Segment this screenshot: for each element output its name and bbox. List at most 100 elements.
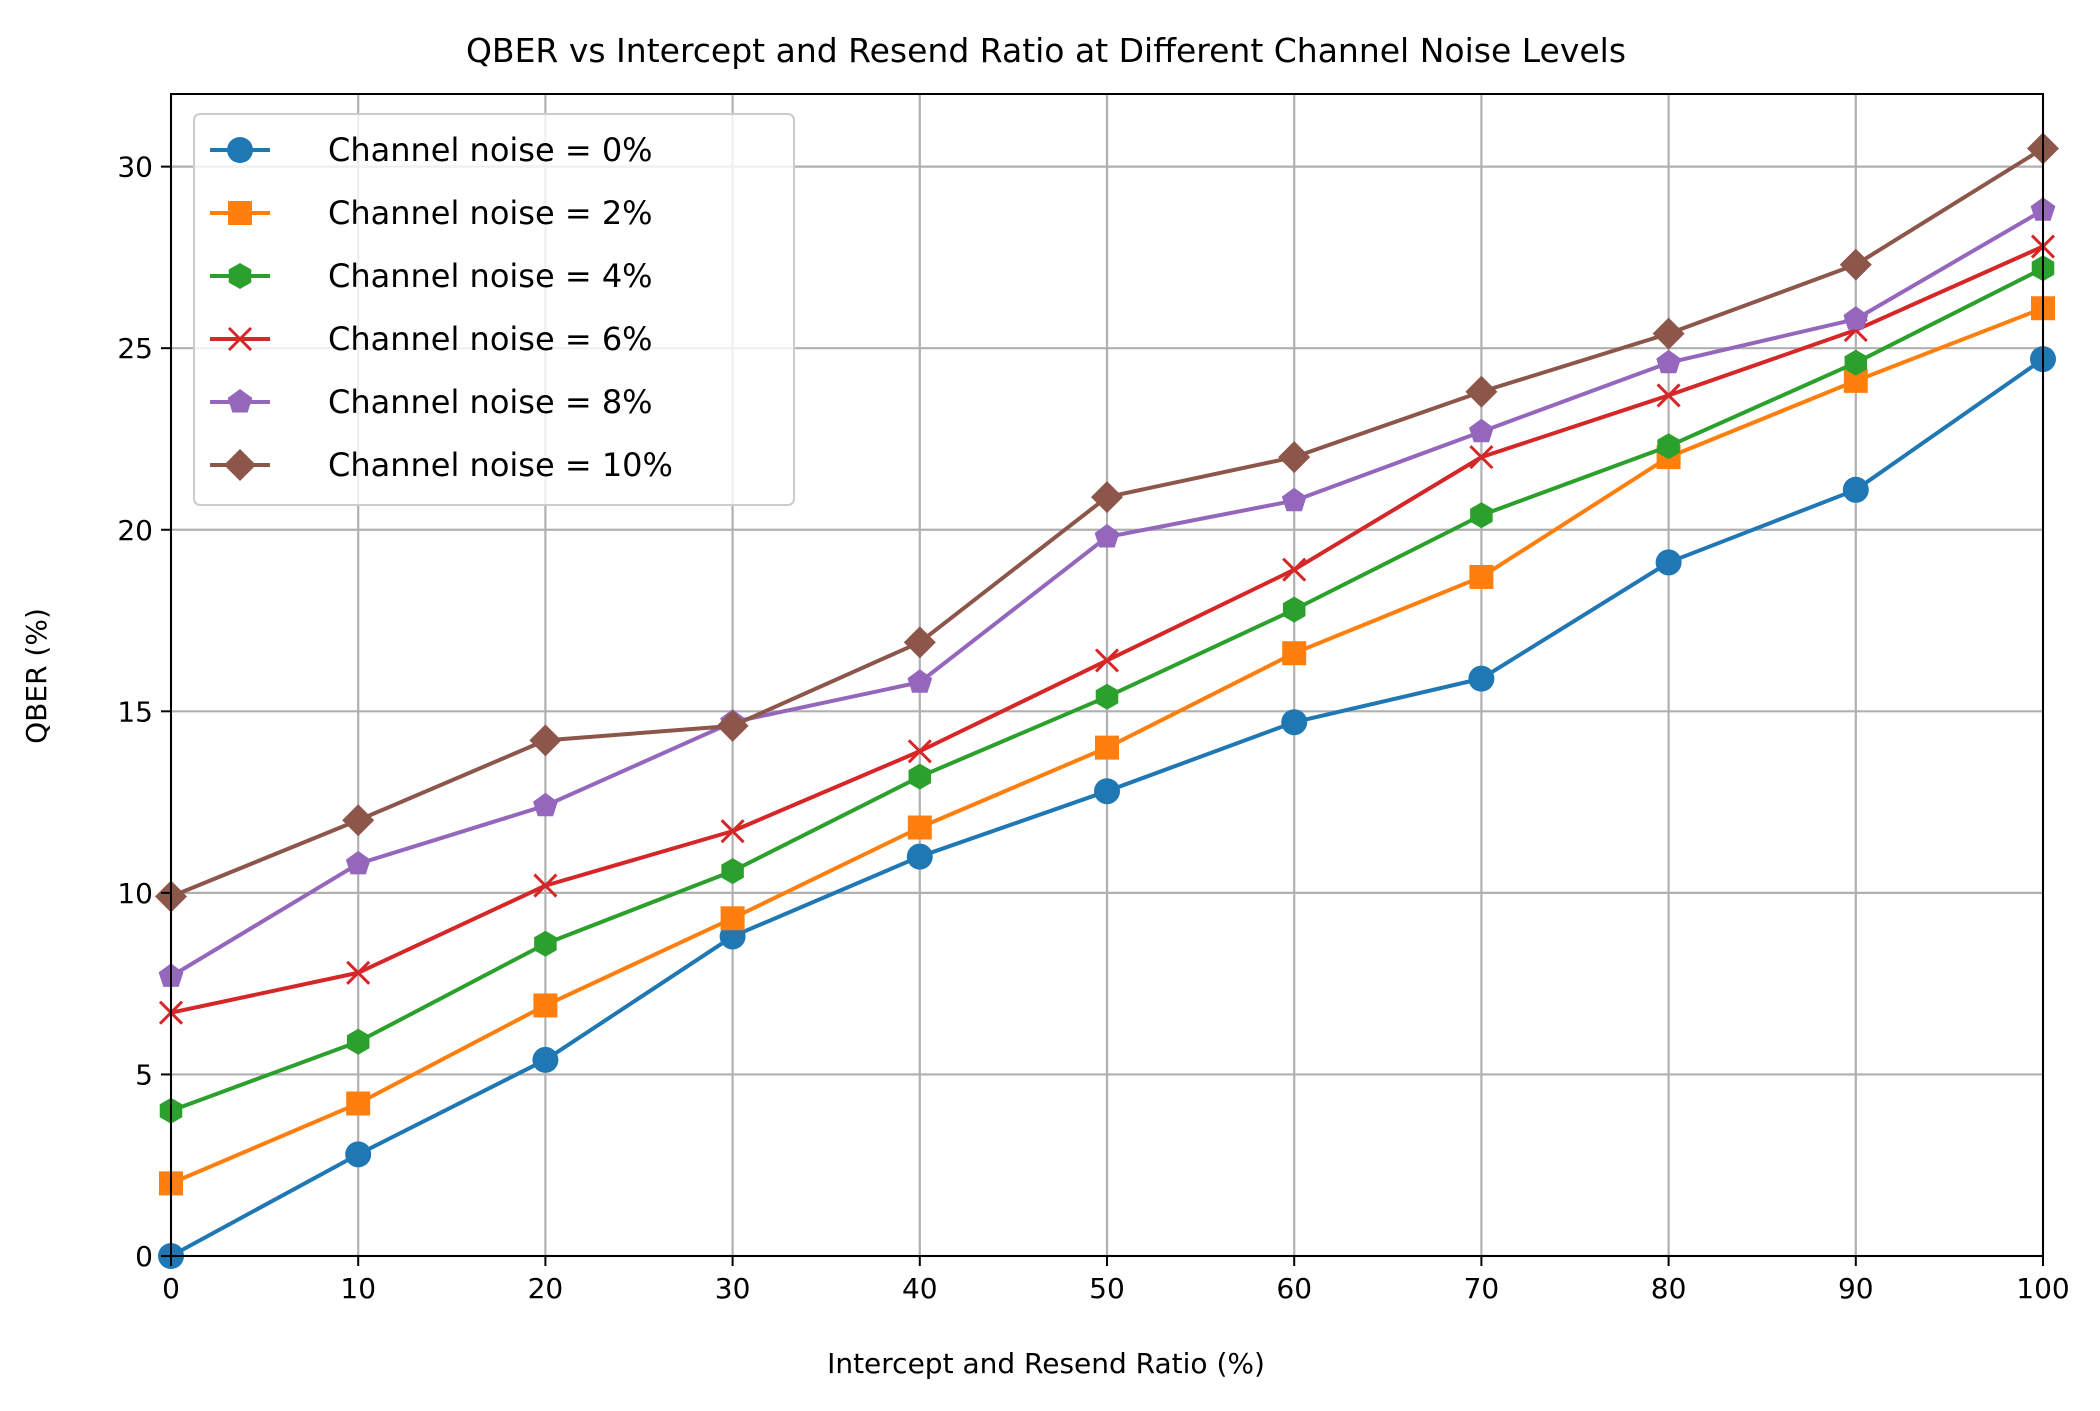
legend-label: Channel noise = 4% [328, 257, 653, 295]
series-1 [159, 296, 2055, 1196]
data-point [1657, 433, 1680, 460]
data-point [533, 792, 558, 817]
data-point [720, 819, 745, 844]
data-point [342, 804, 375, 837]
legend-label: Channel noise = 2% [328, 194, 653, 232]
data-point [1095, 683, 1119, 710]
data-point [1278, 441, 1311, 474]
x-tick-label: 60 [1276, 1272, 1312, 1305]
data-point [906, 843, 933, 870]
legend-item: Channel noise = 6% [210, 320, 653, 358]
data-point [1094, 648, 1120, 673]
data-point [1094, 524, 1120, 548]
data-point [907, 815, 932, 840]
data-point [1652, 317, 1685, 350]
legend-marker [224, 449, 256, 481]
chart-title: QBER vs Intercept and Resend Ratio at Di… [466, 31, 1626, 70]
legend: Channel noise = 0% Channel noise = 2% Chan… [193, 113, 795, 506]
series-3 [158, 234, 2056, 1025]
x-axis-label: Intercept and Resend Ratio (%) [827, 1347, 1265, 1380]
legend-marker [227, 389, 253, 413]
data-point [903, 626, 936, 659]
data-point [1469, 445, 1494, 470]
x-tick-label: 80 [1651, 1272, 1687, 1305]
x-tick-label: 100 [2016, 1272, 2069, 1305]
data-point [346, 1028, 370, 1055]
legend-label: Channel noise = 0% [328, 131, 653, 169]
y-tick-label: 10 [117, 877, 153, 910]
data-point [908, 763, 932, 790]
data-point [1469, 564, 1494, 589]
legend-item: Channel noise = 2% [210, 194, 653, 232]
data-point [721, 858, 744, 885]
data-point [1091, 481, 1123, 514]
data-point [1843, 306, 1869, 330]
y-axis: 0 5 10 15 20 25 30 [117, 151, 171, 1273]
y-tick-label: 5 [135, 1058, 153, 1091]
y-tick-label: 20 [117, 514, 153, 547]
data-point [1281, 487, 1307, 512]
data-point [533, 993, 558, 1018]
data-point [1094, 778, 1120, 805]
data-point [1282, 641, 1307, 666]
y-axis-label: QBER (%) [20, 608, 53, 744]
series-4 [158, 197, 2056, 987]
x-tick-label: 90 [1838, 1272, 1874, 1305]
data-point [529, 724, 562, 757]
data-point [1655, 549, 1682, 576]
x-tick-label: 20 [528, 1272, 564, 1305]
x-tick-label: 10 [340, 1272, 376, 1305]
y-tick-label: 15 [117, 695, 153, 728]
y-tick-label: 0 [135, 1240, 153, 1273]
data-point [907, 739, 932, 764]
series-layer [155, 132, 2059, 1269]
data-point [1470, 502, 1493, 529]
data-point [345, 850, 371, 875]
legend-item: Channel noise = 4% [210, 257, 653, 295]
data-point [1095, 735, 1119, 760]
y-tick-label: 25 [117, 332, 153, 365]
x-tick-label: 0 [162, 1272, 180, 1305]
data-point [345, 1141, 372, 1168]
series-5 [155, 132, 2059, 913]
legend-item: Channel noise = 10% [210, 446, 673, 484]
data-point [533, 873, 558, 898]
data-point [1844, 349, 1868, 376]
data-point [1656, 383, 1681, 408]
legend-label: Channel noise = 8% [328, 383, 653, 421]
x-tick-label: 30 [715, 1272, 751, 1305]
data-point [1281, 709, 1308, 736]
data-point [1842, 476, 1869, 503]
data-point [1839, 248, 1872, 281]
data-point [1282, 557, 1307, 582]
legend-marker [227, 326, 253, 352]
series-2 [159, 255, 2055, 1124]
legend-marker [228, 263, 252, 289]
x-tick-label: 50 [1089, 1272, 1125, 1305]
data-point [720, 906, 745, 931]
data-point [907, 669, 933, 693]
legend-marker [228, 201, 252, 225]
data-point [532, 1046, 559, 1073]
data-point [1656, 349, 1681, 374]
data-point [1468, 665, 1495, 692]
legend-box [193, 113, 795, 506]
legend-item: Channel noise = 0% [210, 131, 653, 169]
x-tick-label: 40 [902, 1272, 938, 1305]
legend-item: Channel noise = 8% [210, 383, 653, 421]
data-point [346, 1091, 371, 1116]
legend-label: Channel noise = 10% [328, 446, 673, 484]
x-tick-label: 70 [1464, 1272, 1500, 1305]
y-tick-label: 30 [117, 151, 153, 184]
data-point [716, 709, 749, 742]
legend-label: Channel noise = 6% [328, 320, 653, 358]
data-point [1282, 596, 1306, 623]
data-point [534, 930, 557, 957]
legend-marker [227, 137, 253, 163]
data-point [346, 960, 371, 985]
data-point [1465, 375, 1498, 408]
data-point [1469, 418, 1494, 443]
x-axis: 0 10 20 30 40 50 60 70 80 90 100 [162, 1256, 2070, 1305]
